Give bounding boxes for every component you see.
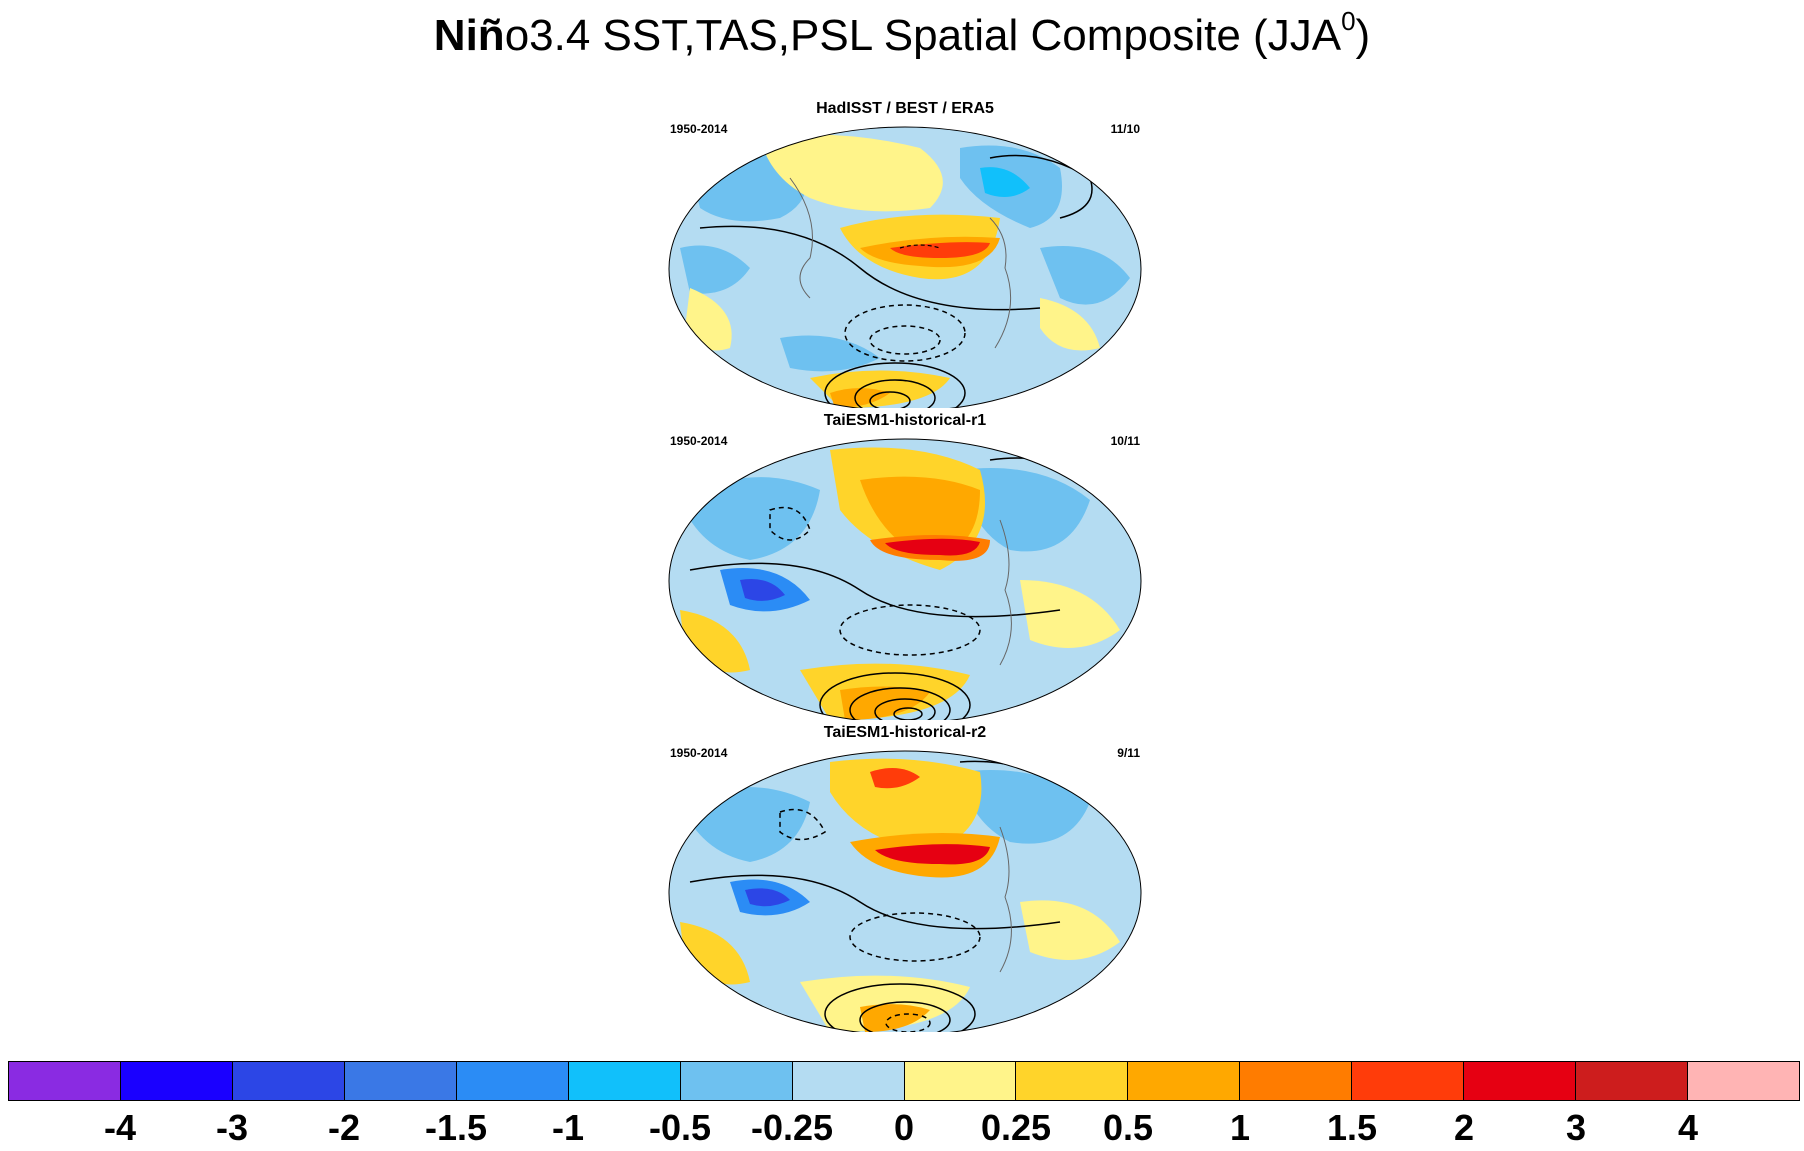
colorbar-label: -0.25 (750, 1107, 834, 1148)
page-title: Niño3.4 SST,TAS,PSL Spatial Composite (J… (433, 6, 1371, 60)
panel-count: 10/11 (1110, 434, 1140, 448)
colorbar-label: -1.5 (424, 1107, 488, 1148)
colorbar-label: 0.5 (1102, 1107, 1154, 1148)
colorbar-box (344, 1062, 457, 1100)
colorbar-box (1352, 1062, 1465, 1100)
colorbar-box (1016, 1062, 1129, 1100)
map-panel-taiesm1-r2: TaiESM1-historical-r2 1950-2014 9/11 (660, 724, 1150, 1034)
colorbar-labels: -4 -3 -2 -1.5 -1 -0.5 -0.25 0 0.25 0.5 1 1.5 2 3 4 (0, 1108, 1804, 1148)
map-panel-taiesm1-r1: TaiESM1-historical-r1 1950-2014 10/11 (660, 412, 1150, 722)
colorbar-box (232, 1062, 345, 1100)
panel-title: TaiESM1-historical-r1 (823, 412, 987, 429)
panel-count: 11/10 (1110, 122, 1140, 136)
colorbar-box (792, 1062, 905, 1100)
composite-map (668, 438, 1142, 720)
colorbar-label: -2 (327, 1107, 361, 1148)
colorbar-box (9, 1062, 121, 1100)
colorbar-label: 3 (1565, 1107, 1587, 1148)
colorbar-label: 0.25 (980, 1107, 1052, 1148)
composite-map (668, 750, 1142, 1032)
colorbar-box (1240, 1062, 1353, 1100)
colorbar (8, 1061, 1800, 1101)
colorbar-label: 0 (893, 1107, 915, 1148)
panel-period: 1950-2014 (670, 122, 728, 136)
colorbar-box (680, 1062, 793, 1100)
colorbar-label: -3 (215, 1107, 249, 1148)
composite-map (668, 126, 1142, 408)
colorbar-box (568, 1062, 681, 1100)
colorbar-box (1688, 1062, 1799, 1100)
panel-period: 1950-2014 (670, 434, 728, 448)
colorbar-box (1464, 1062, 1577, 1100)
colorbar-box (456, 1062, 569, 1100)
colorbar-box (120, 1062, 233, 1100)
colorbar-label: -0.5 (648, 1107, 712, 1148)
colorbar-label: 1.5 (1326, 1107, 1378, 1148)
panel-title: HadISST / BEST / ERA5 (816, 100, 994, 117)
colorbar-box (1128, 1062, 1241, 1100)
map-panel-observations: HadISST / BEST / ERA5 1950-2014 11/10 (660, 100, 1150, 410)
colorbar-box (1576, 1062, 1689, 1100)
colorbar-box (904, 1062, 1017, 1100)
panel-count: 9/11 (1117, 746, 1140, 760)
panel-title: TaiESM1-historical-r2 (823, 724, 987, 741)
colorbar-label: 1 (1229, 1107, 1251, 1148)
panel-period: 1950-2014 (670, 746, 728, 760)
colorbar-label: 2 (1453, 1107, 1475, 1148)
colorbar-label: 4 (1677, 1107, 1699, 1148)
colorbar-label: -4 (103, 1107, 137, 1148)
colorbar-label: -1 (551, 1107, 585, 1148)
